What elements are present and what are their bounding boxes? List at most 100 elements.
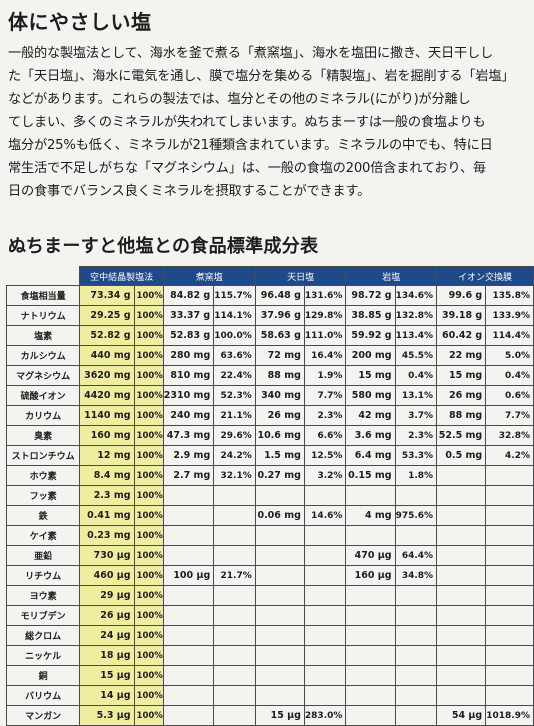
row-label: 鉄 [5,505,81,526]
percent-cell: 134.6% [394,285,438,306]
percent-cell [213,645,256,666]
table-row: 食塩相当量 73.34 g 100% 84.82 g 115.7% 96.48 g 131.… [5,285,534,306]
percent-cell: 32.8% [485,425,534,446]
value-cell: 60.42 g [436,325,487,346]
value-cell [436,645,487,666]
column-header: 岩塩 [345,266,438,286]
value-cell: 440 mg [79,345,135,366]
percent-cell [213,545,256,566]
percent-cell: 115.7% [213,285,256,306]
percent-cell: 100% [133,525,164,546]
row-label: マグネシウム [5,365,81,386]
value-cell: 33.37 g [162,305,215,326]
value-cell: 580 mg [345,385,396,406]
value-cell [254,665,305,686]
value-cell: 96.48 g [254,285,305,306]
percent-cell [303,645,347,666]
value-cell [345,625,396,646]
value-cell [162,665,215,686]
percent-cell [485,665,534,686]
percent-cell: 111.0% [303,325,347,346]
percent-cell [394,625,438,646]
percent-cell: 16.4% [303,345,347,366]
value-cell: 54 μg [436,705,487,726]
percent-cell: 21.1% [213,405,256,426]
value-cell [254,565,305,586]
percent-cell [485,645,534,666]
value-cell: 73.34 g [79,285,135,306]
row-label: 塩素 [5,325,81,346]
percent-cell: 0.6% [485,385,534,406]
percent-cell [394,485,438,506]
value-cell: 26 mg [436,385,487,406]
percent-cell: 32.1% [213,465,256,486]
percent-cell [213,625,256,646]
value-cell [162,485,215,506]
value-cell: 98.72 g [345,285,396,306]
percent-cell [394,705,438,726]
value-cell [162,505,215,526]
column-header: 天日塩 [254,266,347,286]
percent-cell: 975.6% [394,505,438,526]
percent-cell [485,585,534,606]
percent-cell: 100% [133,665,164,686]
value-cell: 72 mg [254,345,305,366]
value-cell: 52.5 mg [436,425,487,446]
percent-cell: 100% [133,425,164,446]
value-cell: 15 μg [254,705,305,726]
value-cell: 0.06 mg [254,505,305,526]
percent-cell [303,485,347,506]
value-cell: 26 mg [254,405,305,426]
percent-cell: 114.1% [213,305,256,326]
percent-cell: 100.0% [213,325,256,346]
value-cell: 15 mg [345,365,396,386]
value-cell: 84.82 g [162,285,215,306]
percent-cell [485,525,534,546]
value-cell [345,485,396,506]
percent-cell: 5.0% [485,345,534,366]
percent-cell: 24.2% [213,445,256,466]
table-row: マグネシウム 3620 mg 100% 810 mg 22.4% 88 mg 1.9% 15 … [5,365,534,386]
value-cell: 4420 mg [79,385,135,406]
percent-cell: 7.7% [485,405,534,426]
percent-cell: 100% [133,585,164,606]
value-cell [162,545,215,566]
percent-cell: 29.6% [213,425,256,446]
percent-cell: 0.4% [394,365,438,386]
page-title: 体にやさしい塩 [8,10,152,34]
percent-cell: 100% [133,545,164,566]
percent-cell: 14.6% [303,505,347,526]
row-label: 総クロム [5,625,81,646]
value-cell [254,605,305,626]
table-body: 食塩相当量 73.34 g 100% 84.82 g 115.7% 96.48 g 131.… [5,285,534,726]
column-header: 煮窯塩 [162,266,256,286]
value-cell: 2.9 mg [162,445,215,466]
table-row: 銅 15 μg 100% [5,665,534,686]
row-label: ケイ素 [5,525,81,546]
value-cell: 280 mg [162,345,215,366]
value-cell: 8.4 mg [79,465,135,486]
value-cell [345,665,396,686]
paragraph-line: 日の食事でバランス良くミネラルを摂取することができます。 [8,184,371,199]
value-cell: 52.82 g [79,325,135,346]
value-cell [436,625,487,646]
value-cell: 1140 mg [79,405,135,426]
value-cell: 160 mg [79,425,135,446]
paragraph-line: 常生活で不足しがちな「マグネシウム」は、一般の食塩の200倍含まれており、毎 [8,161,486,176]
value-cell: 29.25 g [79,305,135,326]
value-cell: 38.85 g [345,305,396,326]
percent-cell [213,705,256,726]
row-label: 銅 [5,665,81,686]
percent-cell [303,625,347,646]
row-label: カルシウム [5,345,81,366]
paragraph-line: 塩分が25%も低く、ミネラルが21種類含まれています。ミネラルの中でも、特に日 [8,138,493,153]
row-label: マンガン [5,705,81,726]
value-cell: 6.4 mg [345,445,396,466]
table-header-row: 空中結晶製塩法 煮窯塩 天日塩 岩塩 イオン交換膜 [6,266,534,286]
percent-cell [394,585,438,606]
value-cell [345,525,396,546]
percent-cell [213,585,256,606]
percent-cell: 100% [133,485,164,506]
value-cell [254,645,305,666]
percent-cell: 100% [133,465,164,486]
